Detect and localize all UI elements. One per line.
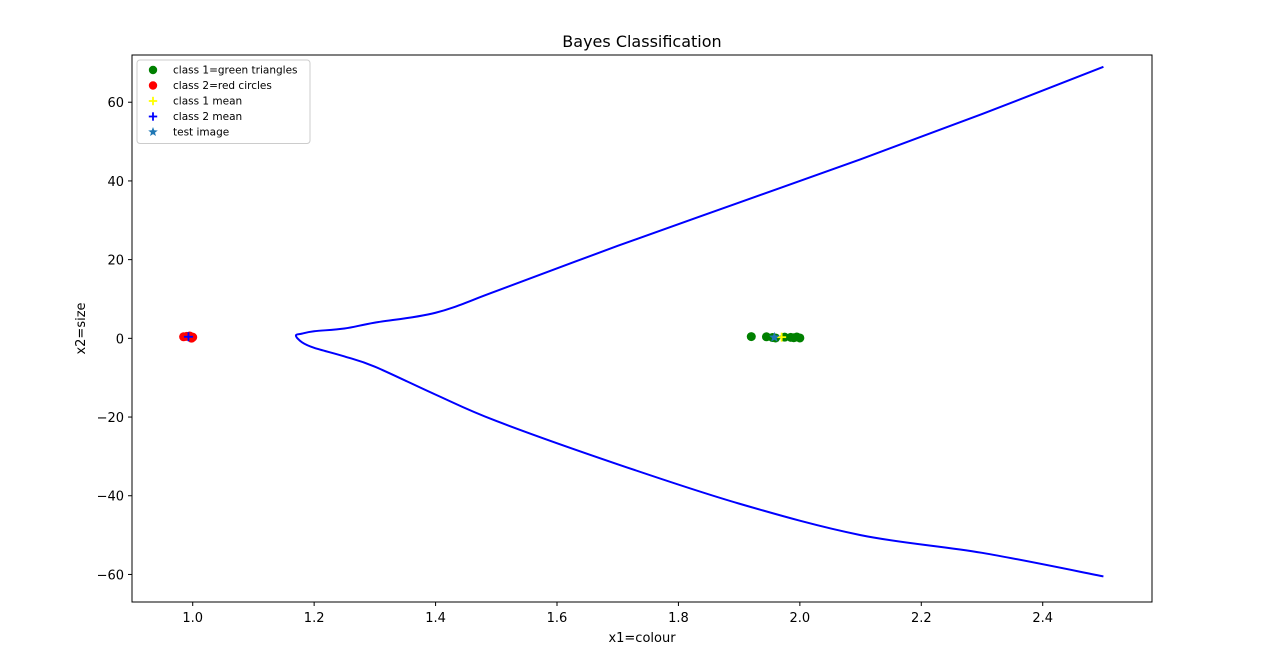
data-point-circle (746, 332, 756, 342)
series-5 (769, 331, 780, 342)
legend-marker-circle (148, 65, 158, 75)
data-point-plus (777, 332, 787, 342)
decision-boundary-layer (294, 65, 1104, 578)
data-points-layer (179, 331, 805, 343)
legend-label: class 2=red circles (173, 80, 272, 92)
x-tick-label: 1.4 (425, 611, 446, 626)
y-tick-label: −60 (97, 568, 124, 583)
x-axis-title: x1=colour (608, 631, 676, 646)
x-tick-label: 1.6 (547, 611, 568, 626)
chart-title: Bayes Classification (562, 32, 721, 51)
legend-label: test image (173, 127, 229, 139)
y-tick-label: 0 (116, 332, 124, 347)
axes-frame (131, 54, 1153, 603)
data-point-star (769, 331, 780, 342)
legend-box (136, 59, 311, 144)
legend-marker-plus (148, 96, 158, 106)
y-tick-label: −20 (97, 411, 124, 426)
data-point-plus (183, 332, 193, 342)
legend-label: class 2 mean (173, 111, 242, 123)
x-tick-label: 1.0 (182, 611, 203, 626)
y-tick-label: 40 (107, 175, 124, 190)
series-4 (183, 332, 193, 342)
legend-label: class 1=green triangles (173, 65, 298, 77)
y-axis-ticks: 60 40 20 0 −20 −40 −60 (97, 96, 132, 583)
x-tick-label: 1.8 (668, 611, 689, 626)
data-point-circle (795, 333, 805, 343)
legend: class 1=green triangles class 2=red circl… (136, 59, 311, 144)
legend-marker-star (148, 127, 158, 137)
legend-label: class 1 mean (173, 96, 242, 108)
y-axis-title: x2=size (74, 302, 89, 354)
x-tick-label: 2.2 (911, 611, 932, 626)
decision-boundary-curve (294, 65, 1104, 578)
series-3 (777, 332, 787, 342)
x-axis-ticks: 1.0 1.2 1.4 1.6 1.8 2.0 2.2 2.4 (182, 602, 1053, 626)
x-tick-label: 2.0 (790, 611, 811, 626)
legend-marker-circle (148, 81, 158, 90)
legend-marker-plus (148, 112, 158, 121)
y-tick-label: 60 (107, 96, 124, 111)
y-tick-label: 20 (107, 254, 124, 269)
x-tick-label: 2.4 (1032, 611, 1053, 626)
x-tick-label: 1.2 (304, 611, 325, 626)
y-tick-label: −40 (97, 490, 124, 505)
